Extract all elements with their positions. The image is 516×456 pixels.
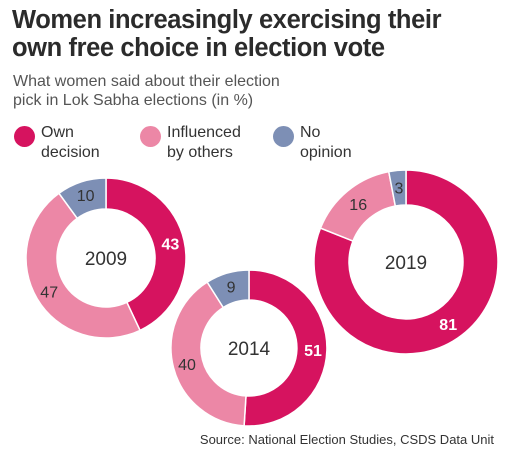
donut-2014: 51 40 9 2014: [170, 269, 328, 427]
year-label-2019: 2019: [385, 253, 427, 274]
value-label-no-opinion-2009: 10: [77, 188, 95, 205]
slice-no-opinion-2014: [206, 269, 250, 309]
donut-2009: 43 47 10 2009: [25, 177, 187, 339]
chart-subtitle-line-2: pick in Lok Sabha elections (in %): [13, 92, 254, 109]
chart-subtitle-line-1: What women said about their election: [13, 73, 280, 90]
chart-title-line-2: own free choice in election vote: [12, 34, 385, 62]
legend-label-own-line-1: Own: [41, 124, 74, 141]
slice-no-opinion-2009: [57, 177, 107, 220]
legend-label-no-opinion-line-1: No: [300, 124, 321, 141]
value-label-own-decision-2009: 43: [162, 237, 180, 254]
legend-label-influenced-line-1: Influenced: [167, 124, 241, 141]
legend-label-influenced: Influenced by others: [167, 123, 241, 163]
legend-label-own-decision: Own decision: [41, 123, 100, 163]
value-label-own-decision-2019: 81: [439, 317, 457, 334]
value-label-influenced-2014: 40: [178, 357, 196, 374]
year-label-2014: 2014: [228, 339, 271, 360]
source-note: Source: National Election Studies, CSDS …: [199, 432, 494, 447]
slice-influenced-2014: [170, 281, 247, 427]
value-label-no-opinion-2019: 3: [394, 180, 403, 197]
value-label-influenced-2009: 47: [40, 285, 58, 302]
year-label-2009: 2009: [85, 249, 127, 270]
slice-no-opinion-2019: [387, 169, 407, 207]
legend-swatch-no-opinion: [273, 126, 294, 147]
legend-label-no-opinion-line-2: opinion: [300, 144, 352, 161]
value-label-own-decision-2014: 51: [304, 343, 322, 360]
value-label-influenced-2019: 16: [349, 197, 367, 214]
legend-swatch-influenced: [140, 126, 161, 147]
chart-subtitle: What women said about their election pic…: [13, 72, 373, 110]
value-label-no-opinion-2014: 9: [227, 280, 236, 297]
slice-influenced-2009: [25, 192, 142, 339]
chart-title: Women increasingly exercising their own …: [12, 6, 507, 62]
legend-swatch-own-decision: [14, 126, 35, 147]
legend-label-influenced-line-2: by others: [167, 144, 233, 161]
slice-own-decision-2019: [313, 169, 499, 355]
slice-own-decision-2014: [243, 269, 328, 427]
legend-label-own-line-2: decision: [41, 144, 100, 161]
slice-own-decision-2009: [105, 177, 187, 332]
donut-2019: 81 16 3 2019: [313, 169, 499, 355]
legend-label-no-opinion: No opinion: [300, 123, 352, 163]
chart-title-line-1: Women increasingly exercising their: [12, 6, 442, 34]
